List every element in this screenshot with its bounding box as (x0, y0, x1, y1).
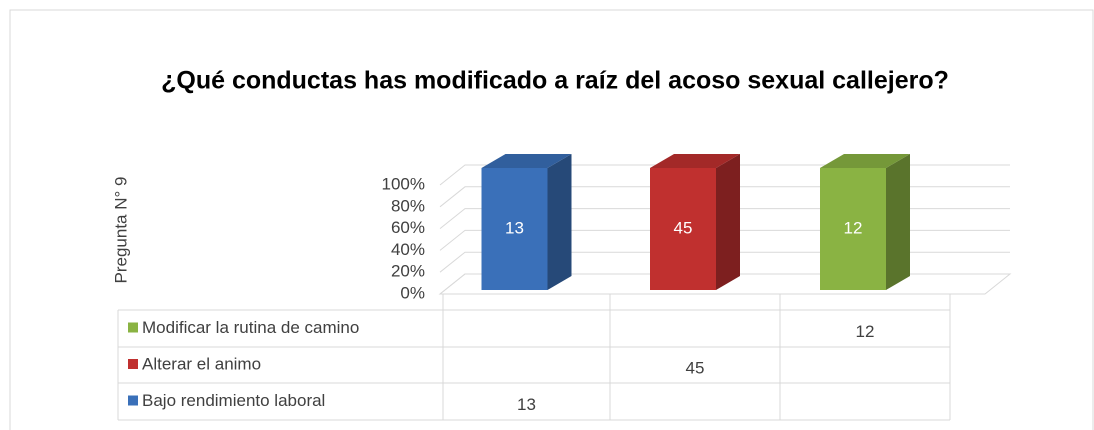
legend-label: Modificar la rutina de camino (142, 318, 359, 337)
y-tick-label: 0% (400, 283, 425, 302)
bar-side (716, 154, 740, 290)
bar-top (820, 154, 910, 168)
data-label: 12 (844, 218, 863, 237)
y-tick-label: 40% (391, 240, 425, 259)
legend-key (128, 359, 138, 369)
bar (820, 168, 886, 290)
table-value: 45 (686, 358, 705, 377)
floor (438, 273, 1012, 295)
bar-top (650, 154, 740, 168)
bar (650, 168, 716, 290)
y-tick-label: 100% (382, 174, 425, 193)
bar-side (886, 154, 910, 290)
data-label: 13 (505, 218, 524, 237)
y-tick-label: 80% (391, 196, 425, 215)
bar-top (481, 154, 572, 168)
chart-title: ¿Qué conductas has modificado a raíz del… (161, 67, 949, 95)
y-tick-label: 20% (391, 262, 425, 281)
table-value: 12 (856, 322, 875, 341)
y-axis-label: Pregunta N° 9 (111, 177, 130, 284)
legend-label: Bajo rendimiento laboral (142, 391, 325, 410)
legend-key (128, 322, 138, 333)
y-tick-label: 60% (391, 218, 425, 237)
legend-label: Alterar el animo (142, 354, 261, 373)
data-label: 45 (674, 218, 693, 237)
bar (481, 168, 548, 290)
table-value: 13 (517, 395, 536, 414)
bar-side (547, 154, 572, 290)
legend-key (128, 395, 138, 406)
